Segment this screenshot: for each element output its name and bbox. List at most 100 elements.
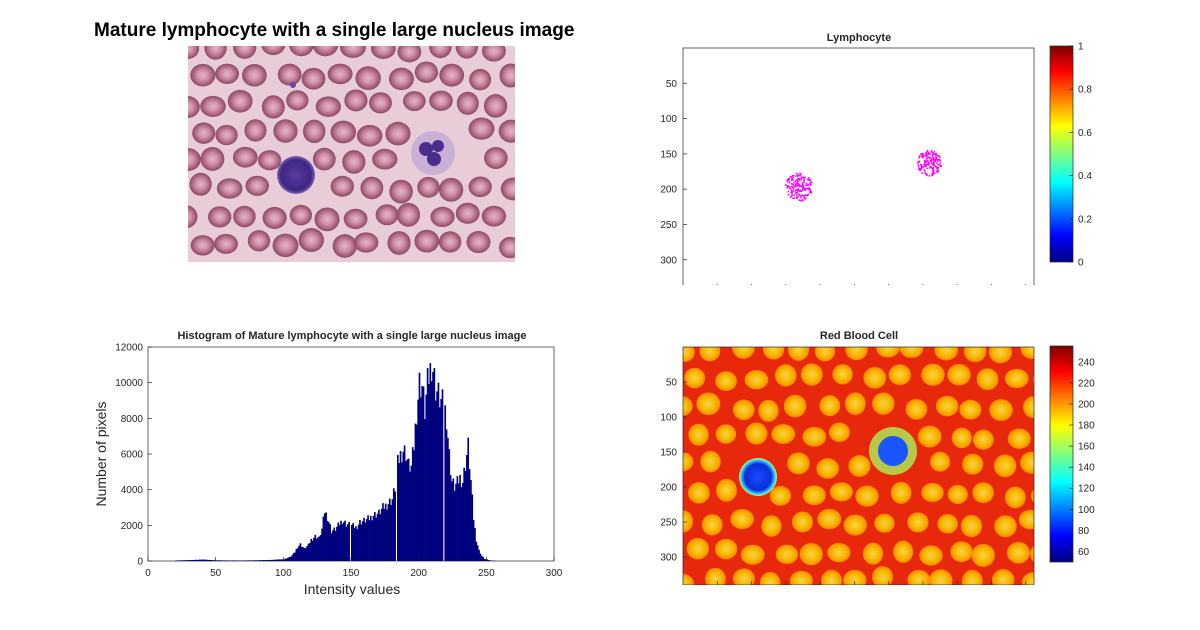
red-blood-cell [438,177,464,202]
red-blood-cell [396,202,421,227]
red-blood-cell [214,233,238,254]
red-blood-cell [429,90,453,111]
red-blood-cell [262,206,287,229]
mask-pixel [810,181,813,184]
rbc-cell [929,451,951,472]
histogram-bar [298,545,300,561]
y-tick-label: 12000 [115,343,143,354]
mask-pixel [916,161,919,164]
red-blood-cell [312,147,336,171]
rbc-cell [907,570,931,585]
histogram-bar [254,560,257,561]
histogram-bar [390,504,392,561]
mask-axes-box [682,47,1035,285]
rbc-cell [848,455,871,477]
figure-title: Mature lymphocyte with a single large nu… [94,20,575,41]
mask-pixel [791,191,793,193]
histogram-bar [341,524,344,561]
rbc-cell [935,395,959,417]
histogram-bar [475,541,478,561]
histogram-bar [463,467,465,561]
histogram-bar [386,509,388,561]
rbc-lymphocyte [739,458,777,496]
histogram-bar [196,559,199,561]
mask-pixel [799,172,801,175]
histogram-bar [263,560,265,561]
histogram-bar [332,530,334,561]
red-blood-cell [302,119,326,144]
red-blood-cell [385,121,411,146]
rbc-cell [888,364,911,386]
rbc-cell [817,508,842,530]
colorbar-tick-label: 1 [1078,42,1084,53]
mask-pixel [927,162,930,164]
rbc-cell [947,484,968,504]
mask-pixel [802,199,805,202]
mask-ticks: 5010015020025030035040045050050100150200… [660,79,1027,285]
mask-pixel [924,162,926,164]
mask-pixel [799,185,802,187]
mask-pixel [798,189,801,192]
rbc-cell [715,371,737,391]
histogram-bar [181,560,184,561]
neutrophil-lobe [427,152,441,166]
histogram-bar [334,530,337,561]
mask-pixel [926,150,929,152]
histogram-bar [379,514,382,561]
mask-pixel [794,184,797,187]
histogram-bar [424,419,426,561]
rbc-title: Red Blood Cell [820,330,898,342]
histogram-bar [319,535,322,561]
rbc-cell [947,363,971,386]
rbc-cell [686,537,709,560]
histogram-bar [406,459,409,561]
red-blood-cell [499,236,515,259]
mask-pixel [801,183,804,186]
histogram-bar [226,560,229,561]
histogram-bar [426,368,429,561]
red-blood-cell [261,95,285,119]
mask-pixel [802,186,804,189]
rbc-cell [1018,509,1034,530]
rbc-cell [761,515,782,537]
rbc-cell [789,570,813,585]
histogram-bar [311,540,314,561]
rbc-cell [732,347,755,359]
histogram-bar [309,543,311,561]
rbc-cell [899,347,924,358]
mask-pixel [925,172,927,175]
histogram-bar [456,476,459,561]
rbc-cell [1020,347,1034,359]
histogram-bar [240,560,242,561]
red-blood-cell [242,64,267,87]
red-blood-cell [414,229,440,253]
neutrophil-lobe [419,142,433,156]
red-blood-cell [468,176,492,198]
mask-pixel [934,158,936,161]
mask-pixel [937,167,940,169]
rbc-cell [1022,572,1034,585]
histogram-bar [175,560,177,561]
mask-pixel [921,166,924,169]
rbc-cell [799,542,823,566]
mask-pixel [930,158,933,161]
histogram-bar [306,546,308,561]
histogram-bar [212,560,215,561]
histogram-bar [258,560,261,561]
histogram-bar [234,560,237,561]
rbc-cell [745,422,768,445]
mask-pixel [926,163,928,166]
histogram-bar [490,560,493,561]
mask-pixel [924,155,927,157]
histogram-bar [401,462,403,561]
mask-pixel [934,153,936,156]
red-blood-cell [455,202,480,224]
histogram-bar [313,537,315,561]
mask-pixel [930,150,933,152]
mask-pixel [930,157,933,160]
y-tick-label: 2000 [121,521,144,532]
rbc-cell [1023,396,1034,419]
rbc-cell [683,451,694,472]
red-blood-cell [315,96,341,117]
mask-pixel [924,159,926,162]
